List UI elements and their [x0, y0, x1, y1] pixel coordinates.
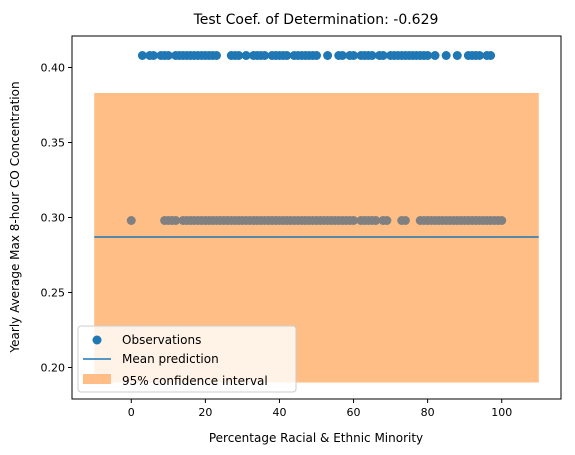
x-tick-label: 80	[421, 406, 435, 419]
legend-band-marker	[83, 374, 111, 384]
observation-point	[452, 51, 462, 60]
observation-point	[323, 51, 333, 60]
observation-point	[149, 51, 158, 60]
y-tick-label: 0.30	[41, 212, 66, 225]
observation-point	[486, 51, 496, 60]
chart-title: Test Coef. of Determination: -0.629	[193, 12, 439, 28]
legend-frame	[77, 325, 297, 393]
observation-point	[282, 51, 292, 60]
observation-point	[312, 51, 321, 60]
observation-point	[126, 216, 136, 225]
observation-point	[260, 51, 270, 60]
legend-band-label: 95% confidence interval	[122, 374, 268, 388]
observation-point	[378, 51, 388, 60]
observation-point	[423, 51, 433, 60]
y-axis-label: Yearly Average Max 8-hour CO Concentrati…	[8, 81, 22, 353]
x-tick-label: 0	[128, 406, 135, 419]
observation-point	[367, 51, 377, 60]
y-tick-label: 0.35	[41, 137, 66, 150]
observation-point	[497, 216, 507, 225]
x-tick-label: 60	[347, 406, 361, 419]
legend-observations-label: Observations	[122, 333, 201, 347]
x-tick-label: 40	[272, 406, 286, 419]
observation-point	[400, 216, 410, 225]
legend-mean-label: Mean prediction	[122, 352, 219, 366]
observation-point	[171, 216, 181, 225]
observation-point	[430, 51, 440, 60]
observation-point	[441, 51, 451, 60]
x-axis-label: Percentage Racial & Ethnic Minority	[209, 431, 423, 445]
ticks: 0 20 40 60 80 100 0.20 0.25 0.30 0.35 0.40	[41, 62, 513, 420]
y-tick-label: 0.40	[41, 62, 66, 75]
legend-observations-marker	[92, 335, 102, 345]
observation-point	[234, 51, 244, 60]
observation-point	[211, 51, 221, 60]
observation-point	[475, 51, 484, 60]
observations-layer	[126, 51, 507, 225]
observation-point	[349, 216, 359, 225]
observation-point	[349, 51, 359, 60]
y-tick-label: 0.25	[41, 287, 66, 300]
x-tick-label: 100	[491, 406, 512, 419]
x-tick-label: 20	[198, 406, 212, 419]
legend: Observations Mean prediction 95% confide…	[77, 325, 297, 393]
observation-point	[163, 51, 173, 60]
observation-point	[241, 51, 251, 60]
observation-point	[137, 51, 147, 60]
observation-point	[382, 216, 392, 225]
observation-point	[371, 216, 381, 225]
observation-point	[337, 51, 347, 60]
y-tick-label: 0.20	[41, 362, 66, 375]
